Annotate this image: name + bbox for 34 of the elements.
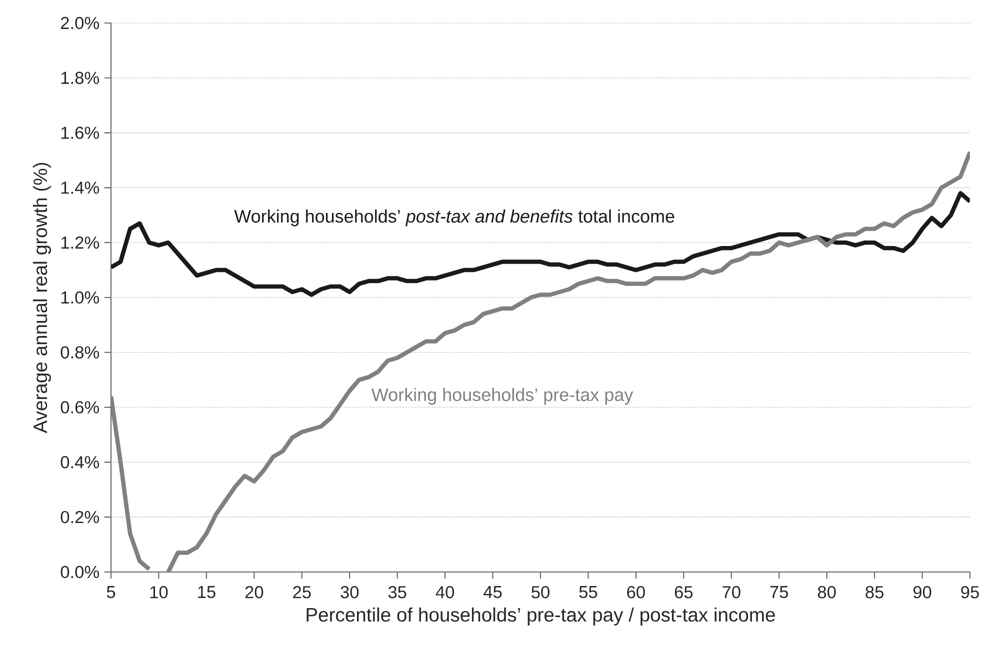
x-tick-label: 40 [436, 586, 454, 598]
y-tick-label: 1.0% [61, 291, 100, 304]
y-tick-label: 2.0% [61, 16, 100, 30]
x-tick-label: 5 [106, 586, 116, 598]
x-tick-label: 35 [388, 586, 406, 598]
y-tick-label: 1.4% [61, 182, 100, 194]
x-tick-label: 80 [818, 586, 836, 598]
x-tick-label: 75 [770, 586, 788, 598]
x-tick-label: 65 [674, 586, 693, 598]
x-tick-label: 10 [150, 586, 168, 598]
y-tick-label: 0.2% [60, 510, 100, 524]
x-tick-label: 95 [961, 586, 979, 598]
x-tick-label: 90 [913, 586, 932, 598]
x-tick-label: 15 [198, 586, 216, 598]
series-label: Working households’ pre-tax pay [372, 388, 634, 405]
x-tick-label: 70 [722, 586, 740, 598]
x-tick-label: 25 [293, 586, 311, 598]
y-tick-label: 1.8% [61, 72, 100, 84]
y-axis-title: Average annual real growth (%) [32, 162, 51, 434]
x-tick-label: 85 [866, 586, 884, 598]
x-axis-title: Percentile of households’ pre-tax pay / post-tax income [306, 607, 775, 626]
x-tick-label: 20 [245, 586, 264, 598]
x-tick-label: 55 [579, 586, 598, 598]
y-tick-label: 0.6% [60, 401, 100, 414]
series-label: Working households’ post-tax and benefits total income [234, 209, 674, 226]
x-tick-label: 45 [484, 586, 502, 598]
x-tick-label: 50 [532, 586, 550, 598]
y-tick-label: 0.8% [60, 346, 100, 359]
x-tick-label: 60 [627, 586, 645, 598]
y-tick-label: 0.0% [60, 566, 100, 578]
y-tick-label: 1.2% [61, 236, 100, 249]
x-tick-label: 30 [340, 586, 359, 598]
y-tick-label: 0.4% [60, 456, 100, 468]
y-tick-label: 1.6% [61, 126, 100, 139]
